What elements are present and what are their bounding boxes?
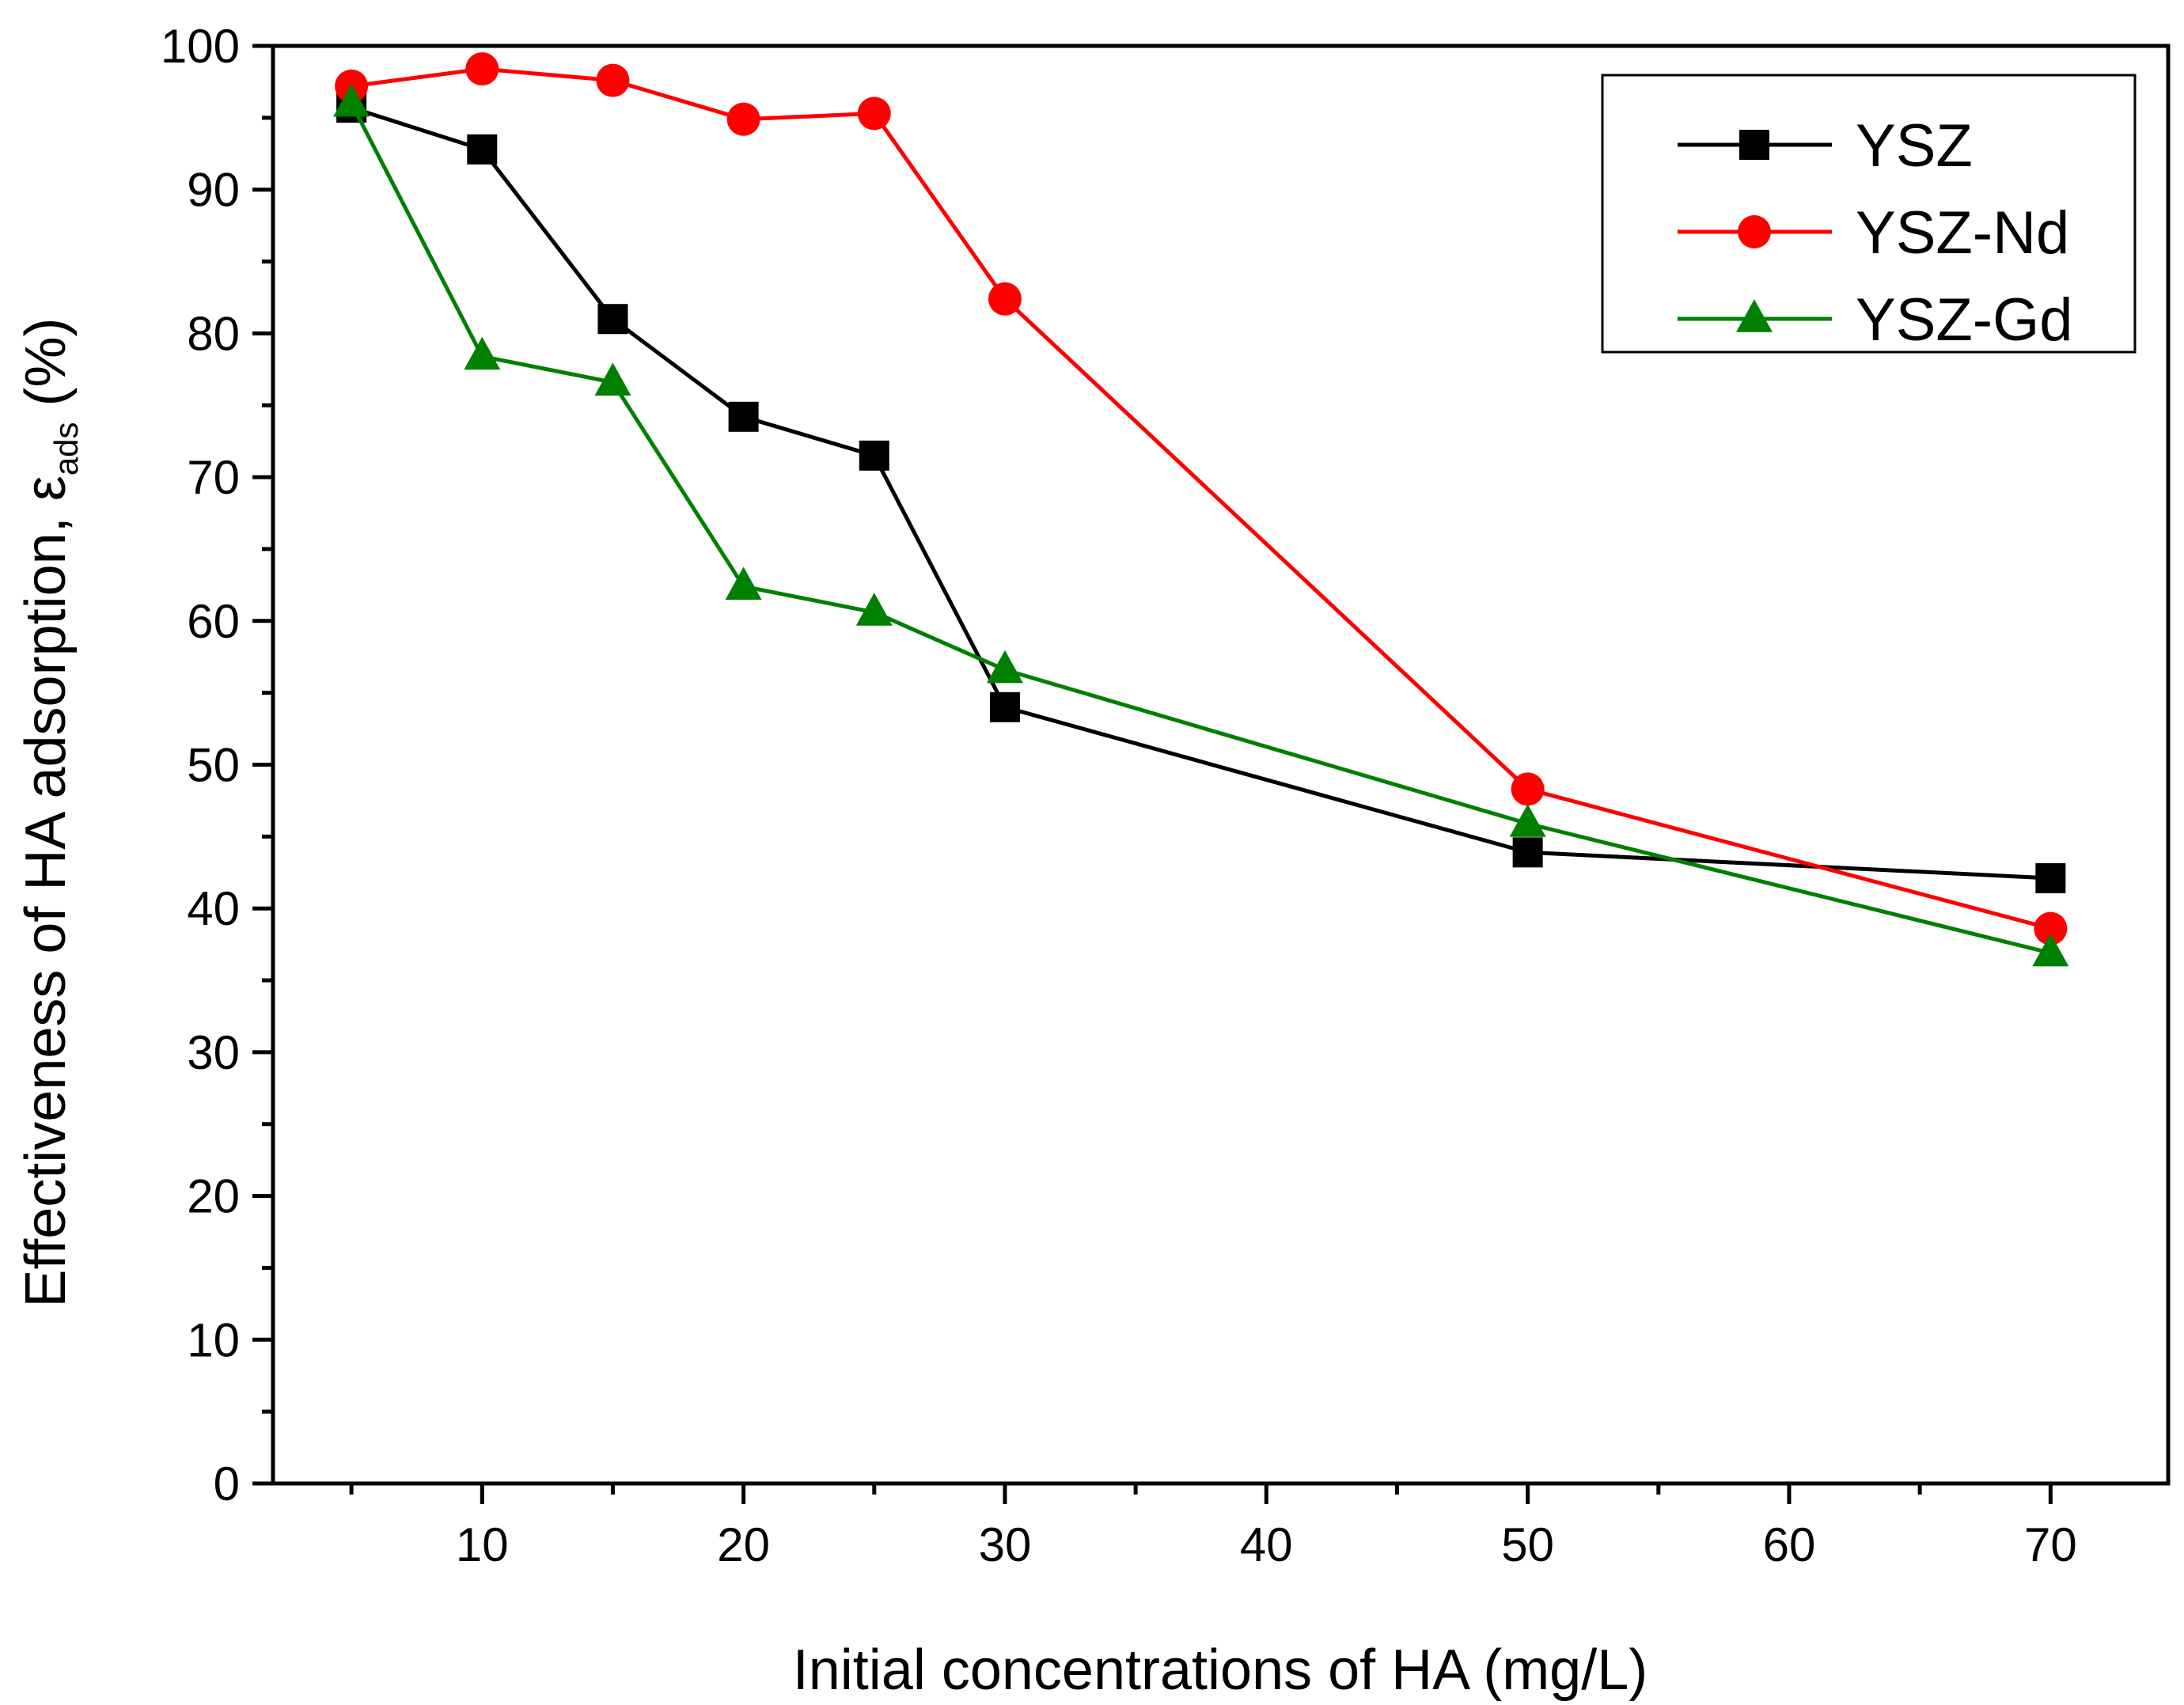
data-point-ysz xyxy=(1512,837,1543,868)
series-layer xyxy=(333,52,2069,967)
x-tick-label: 10 xyxy=(456,1518,509,1571)
y-axis-title: Effectiveness of HA adsorption, εads (%) xyxy=(14,317,85,1307)
series-ysz-gd xyxy=(333,83,2069,967)
y-tick-label: 80 xyxy=(187,307,240,360)
data-point-ysz-nd xyxy=(726,102,760,136)
data-point-ysz xyxy=(989,691,1020,722)
y-tick-label: 40 xyxy=(187,882,240,935)
data-point-ysz-gd xyxy=(333,83,370,117)
y-tick-label: 90 xyxy=(187,164,240,217)
legend-item-ysz-nd: YSZ-Nd xyxy=(1678,199,2069,267)
y-tick-label: 70 xyxy=(187,451,240,504)
x-tick-label: 20 xyxy=(717,1518,770,1571)
legend-label: YSZ xyxy=(1856,112,1973,180)
y-axis-title-main: Effectiveness of HA adsorption, xyxy=(14,501,78,1307)
x-tick-label: 40 xyxy=(1240,1518,1293,1571)
legend-label: YSZ-Gd xyxy=(1856,286,2073,354)
y-axis-title-unit: (%) xyxy=(14,317,78,422)
legend-box xyxy=(1601,74,2137,354)
y-axis-title-subscript: ads xyxy=(47,422,85,476)
data-point-ysz-nd xyxy=(596,63,630,97)
axis-ticks: 10 20 30 40 50 60 70 0 10 20 30 40 50 60 70 80 90 100 xyxy=(161,20,2077,1571)
series-line-ysz-nd xyxy=(351,66,2051,931)
data-point-ysz xyxy=(859,440,889,471)
data-point-ysz-nd xyxy=(1511,772,1545,806)
y-tick-label: 30 xyxy=(187,1026,240,1079)
x-tick-label: 30 xyxy=(979,1518,1032,1571)
x-tick-label: 70 xyxy=(2024,1518,2077,1571)
legend-marker xyxy=(1738,215,1771,248)
y-tick-label: 50 xyxy=(187,739,240,792)
legend: YSZ YSZ-Nd YSZ-Gd xyxy=(1601,74,2137,354)
y-tick-label: 20 xyxy=(187,1170,240,1223)
y-tick-label: 100 xyxy=(161,20,240,73)
data-point-ysz-gd xyxy=(2032,933,2069,967)
data-point-ysz-gd xyxy=(464,336,501,370)
data-point-ysz-nd xyxy=(2034,911,2068,945)
data-point-ysz xyxy=(597,304,628,335)
data-point-ysz xyxy=(2035,863,2066,894)
legend-label: YSZ-Nd xyxy=(1856,199,2069,267)
legend-item-ysz-gd: YSZ-Gd xyxy=(1678,286,2073,354)
data-point-ysz-gd xyxy=(725,566,762,600)
data-point-ysz-nd xyxy=(857,97,891,131)
data-point-ysz-gd xyxy=(1509,804,1546,837)
data-point-ysz-gd xyxy=(986,650,1023,684)
series-line-ysz xyxy=(351,105,2051,881)
legend-marker xyxy=(1739,130,1769,160)
data-point-ysz-nd xyxy=(465,52,499,86)
x-axis-title: Initial concentrations of HA (mg/L) xyxy=(793,1639,1648,1702)
series-ysz-nd xyxy=(335,52,2068,945)
data-point-ysz xyxy=(467,134,498,165)
y-axis-title-symbol: ε xyxy=(14,476,78,501)
x-tick-label: 50 xyxy=(1501,1518,1554,1571)
data-point-ysz-gd xyxy=(594,362,631,396)
legend-item-ysz: YSZ xyxy=(1678,112,1973,180)
x-tick-label: 60 xyxy=(1763,1518,1816,1571)
legend-marker xyxy=(1736,299,1773,332)
y-tick-label: 60 xyxy=(187,595,240,648)
data-point-ysz xyxy=(728,401,759,432)
data-point-ysz-nd xyxy=(988,282,1022,316)
y-tick-label: 0 xyxy=(214,1457,240,1510)
series-line-ysz-gd xyxy=(349,102,2051,955)
y-tick-label: 10 xyxy=(187,1313,240,1366)
data-point-ysz-gd xyxy=(855,593,893,626)
